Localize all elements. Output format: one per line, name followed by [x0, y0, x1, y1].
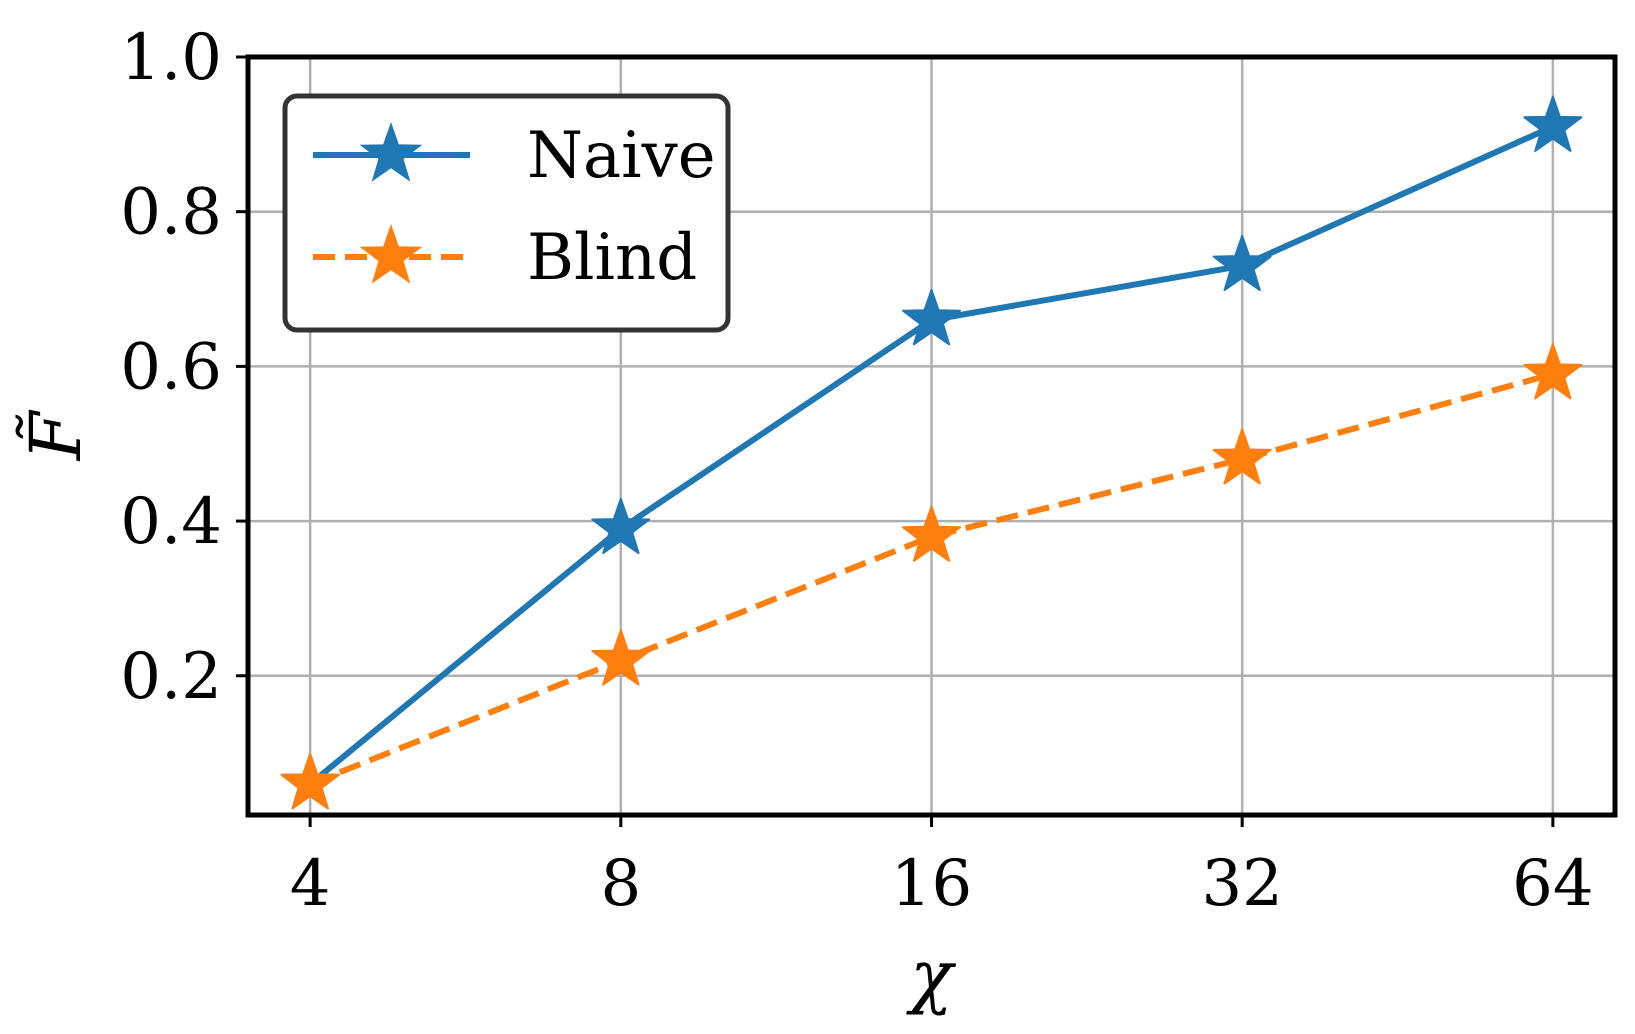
series-blind	[280, 343, 1583, 810]
x-tick-label: 8	[600, 847, 641, 921]
data-point-star-naive	[591, 497, 651, 555]
x-axis-label: χ	[905, 935, 956, 1017]
data-point-star-blind	[280, 753, 340, 810]
data-point-star-blind	[1212, 428, 1272, 485]
plot-series	[280, 95, 1583, 810]
legend-label-blind: Blind	[527, 221, 697, 295]
y-axis-label: F̃	[15, 409, 97, 462]
y-tick-label: 1.0	[120, 21, 222, 95]
y-tick-label: 0.8	[120, 176, 222, 250]
data-point-star-naive	[1523, 95, 1583, 152]
series-line-blind	[308, 371, 1554, 787]
x-tick-label: 16	[891, 847, 972, 921]
data-point-star-naive	[1212, 234, 1272, 292]
y-tick-label: 0.4	[120, 485, 222, 559]
x-tick-label: 4	[290, 847, 331, 921]
legend-marker-blind	[359, 223, 423, 284]
axis-ticks: 4 8 16 32 64 0.2 0.4 0.6 0.8 1.0	[120, 21, 1593, 921]
data-point-star-naive	[902, 289, 961, 346]
y-tick-label: 0.6	[120, 330, 222, 404]
legend-label-naive: Naive	[527, 119, 716, 193]
y-tick-label: 0.2	[120, 640, 222, 714]
legend-marker-naive	[359, 121, 423, 182]
data-point-star-blind	[1523, 343, 1583, 400]
legend: Naive Blind	[282, 93, 731, 333]
x-tick-label: 32	[1201, 847, 1282, 921]
data-point-star-blind	[591, 629, 651, 686]
data-point-star-blind	[902, 505, 961, 562]
x-tick-label: 64	[1512, 847, 1593, 921]
